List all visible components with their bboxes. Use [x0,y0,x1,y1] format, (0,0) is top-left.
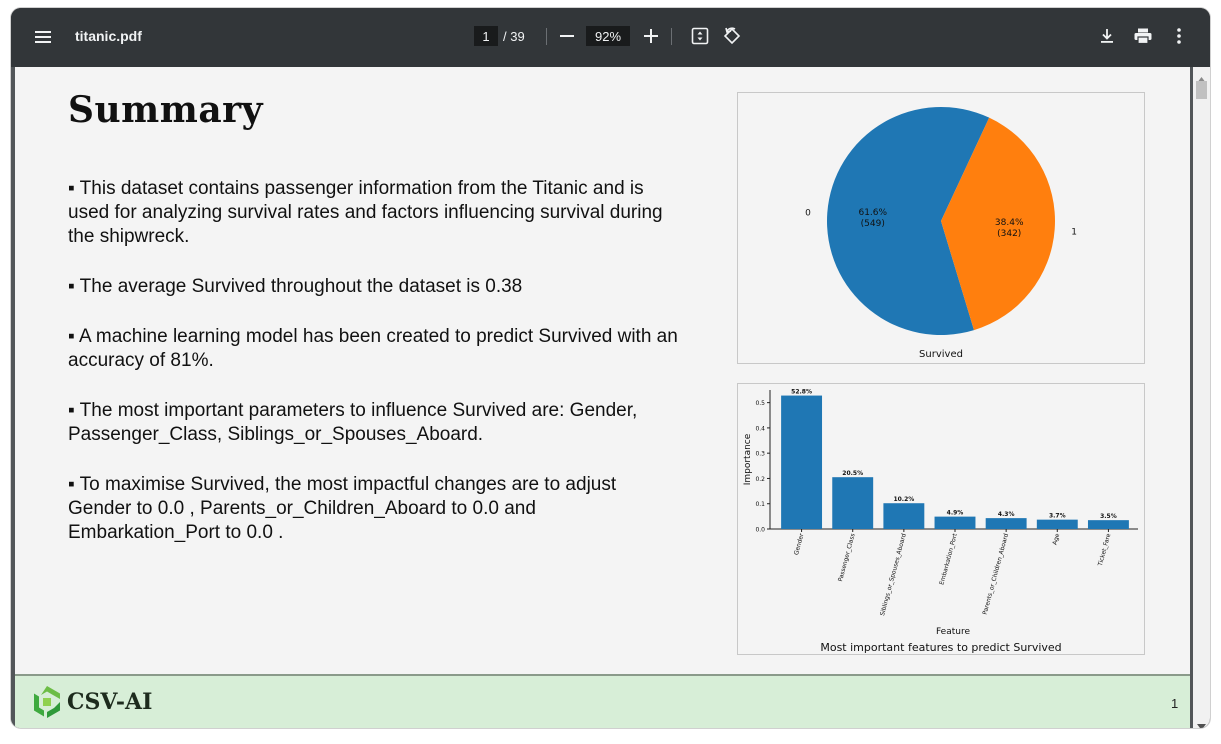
pie-slice-0 [827,107,990,335]
bar-ylabel: Importance [743,433,753,485]
zoom-input[interactable]: 92% [586,26,630,46]
summary-bullet: ▪ This dataset contains passenger inform… [68,178,663,247]
pie-slice-1 [941,117,1055,331]
summary-list: ▪ This dataset contains passenger inform… [68,177,678,571]
download-icon[interactable] [1096,25,1118,47]
bar-Gender [781,395,823,529]
bar-value-label: 20.5% [842,470,863,477]
bar-value-label: 3.5% [1100,513,1117,520]
fit-page-icon[interactable] [689,25,711,47]
bar-chart-title: Most important features to predict Survi… [820,641,1061,654]
bar-Embarkation_Port [934,516,976,529]
summary-bullet: ▪ To maximise Survived, the most impactf… [68,474,617,543]
pdf-page: Summary ▪ This dataset contains passenge… [15,67,1190,728]
pie-chart-panel: 0 61.6% (549) 1 38.4% (342) Survived [737,92,1145,364]
bar-value-label: 52.8% [791,389,812,396]
bar-value-label: 3.7% [1049,513,1066,520]
toolbar-divider [546,28,547,45]
pie-count-label: (342) [997,229,1021,239]
y-tick-label: 0.5 [755,400,765,407]
x-tick-label: Passenger_Class [837,533,857,583]
summary-bullet: ▪ The most important parameters to influ… [68,400,638,445]
bar-value-label: 4.3% [998,511,1015,518]
page-number-input[interactable]: 1 [474,26,498,46]
bar-value-label: 10.2% [893,496,914,503]
pie-count-label: (549) [861,219,885,229]
summary-bullet: ▪ The average Survived throughout the da… [68,276,523,297]
toolbar-divider [671,28,672,45]
x-tick-label: Embarkation_Port [938,532,959,586]
more-vert-icon[interactable] [1169,25,1189,47]
brand-name: CSV-AI [67,689,153,715]
file-title: titanic.pdf [75,28,142,44]
pie-chart: 0 61.6%(549) 1 38.4%(342) Survived [805,107,1077,360]
y-tick-label: 0.4 [755,425,765,432]
y-tick-label: 0.2 [755,476,765,483]
summary-bullet: ▪ A machine learning model has been crea… [68,326,678,371]
page-total: / 39 [503,29,525,44]
zoom-in-icon[interactable] [640,25,662,47]
scroll-down-icon[interactable] [1197,717,1206,728]
y-tick-label: 0.1 [755,501,765,508]
pdf-viewer-window: titanic.pdf 1 / 39 92% Summary [11,8,1210,728]
bar-chart: 0.0 0.1 0.2 0.3 0.4 0.5 52.8% Gender 20.5% Passen… [743,389,1138,654]
bar-Parents_or_Children_Aboard [985,518,1027,529]
csv-ai-logo-icon [31,685,63,719]
vertical-scrollbar[interactable] [1193,67,1210,728]
bar-xlabel: Feature [936,627,970,637]
bar-Siblings_or_Spouses_Aboard [883,503,925,529]
zoom-out-icon[interactable] [556,25,578,47]
page-footer: CSV-AI 1 [15,674,1190,728]
x-tick-label: Gender [793,532,806,556]
x-tick-label: Age [1051,532,1061,545]
pie-percent-label: 61.6% [858,208,887,218]
y-tick-label: 0.0 [755,527,765,534]
bar-Age [1036,519,1078,529]
pie-category-label: 0 [805,208,811,218]
pdf-toolbar: titanic.pdf 1 / 39 92% [11,8,1210,67]
bar-value-label: 4.9% [947,510,964,517]
pie-xlabel: Survived [919,349,963,360]
y-tick-label: 0.3 [755,451,765,458]
footer-page-number: 1 [1171,696,1179,711]
bar-Passenger_Class [832,477,874,529]
scroll-thumb[interactable] [1196,81,1207,99]
bar-chart-panel: 0.0 0.1 0.2 0.3 0.4 0.5 52.8% Gender 20.5% Passen… [737,383,1145,655]
x-tick-label: Siblings_or_Spouses_Aboard [879,533,908,617]
bar-Ticket_Fare [1087,520,1129,529]
page-title: Summary [68,89,264,131]
x-tick-label: Ticket_Fare [1097,532,1113,567]
document-viewer[interactable]: Summary ▪ This dataset contains passenge… [11,67,1210,728]
rotate-icon[interactable] [721,25,743,47]
pie-category-label: 1 [1071,228,1077,238]
menu-icon[interactable] [31,25,55,49]
print-icon[interactable] [1131,25,1155,47]
x-tick-label: Parents_or_Children_Aboard [982,533,1011,616]
pie-percent-label: 38.4% [995,218,1024,228]
